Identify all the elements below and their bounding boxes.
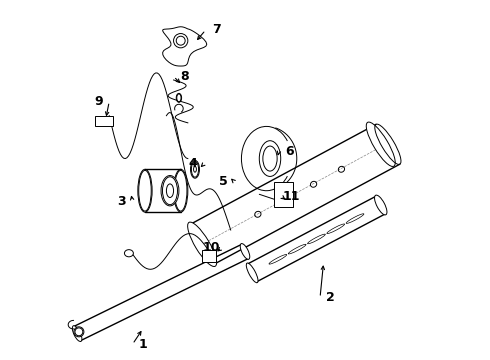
Text: 11: 11 [283,190,300,203]
Ellipse shape [366,122,395,166]
Text: 3: 3 [118,195,126,208]
Ellipse shape [246,263,258,283]
Bar [95,116,113,126]
Bar [273,182,293,207]
Text: 7: 7 [212,23,221,36]
Ellipse shape [240,244,250,259]
Text: 10: 10 [202,241,220,255]
Ellipse shape [191,160,199,178]
Text: 5: 5 [219,175,228,188]
Ellipse shape [161,176,179,206]
Text: 6: 6 [285,145,294,158]
Text: 9: 9 [94,95,103,108]
Text: 4: 4 [189,157,197,170]
Ellipse shape [124,249,133,257]
Ellipse shape [176,93,182,102]
Ellipse shape [374,195,387,215]
Bar [202,249,217,262]
Text: 1: 1 [139,338,147,351]
Ellipse shape [188,222,217,266]
Ellipse shape [73,326,82,342]
Ellipse shape [173,169,188,212]
Polygon shape [163,27,207,66]
Ellipse shape [138,169,152,212]
Ellipse shape [74,327,84,337]
Text: 8: 8 [180,70,189,83]
Text: 2: 2 [326,291,335,305]
